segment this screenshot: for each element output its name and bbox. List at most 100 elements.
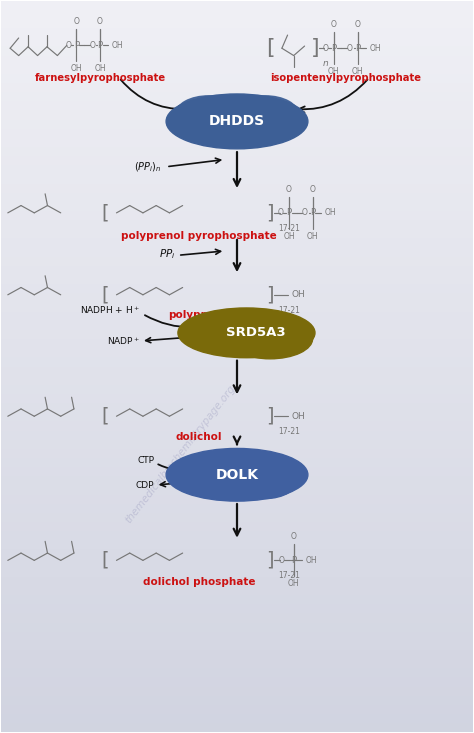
Text: OH: OH bbox=[307, 232, 319, 241]
Bar bbox=[0, 65, 474, 74]
Text: O: O bbox=[291, 532, 297, 542]
Text: DHDDS: DHDDS bbox=[209, 114, 265, 128]
Bar bbox=[0, 202, 474, 211]
Text: [: [ bbox=[101, 203, 109, 222]
Bar bbox=[0, 284, 474, 293]
Bar bbox=[0, 467, 474, 476]
Text: dolichol: dolichol bbox=[176, 432, 222, 442]
Bar bbox=[0, 540, 474, 550]
Text: OH: OH bbox=[324, 208, 336, 218]
Text: OH: OH bbox=[352, 67, 364, 76]
Text: OH: OH bbox=[71, 65, 82, 73]
Bar bbox=[0, 476, 474, 485]
Text: OH: OH bbox=[288, 579, 300, 589]
Ellipse shape bbox=[175, 96, 242, 133]
Text: O: O bbox=[355, 21, 360, 29]
Bar bbox=[0, 567, 474, 577]
Ellipse shape bbox=[178, 308, 315, 358]
Text: [: [ bbox=[266, 38, 274, 58]
Bar bbox=[0, 238, 474, 248]
Bar bbox=[0, 412, 474, 421]
Text: [: [ bbox=[101, 407, 109, 426]
Text: O: O bbox=[347, 44, 353, 53]
Text: P: P bbox=[291, 556, 296, 565]
Text: P: P bbox=[331, 44, 337, 53]
Text: [: [ bbox=[101, 551, 109, 570]
Bar bbox=[0, 220, 474, 229]
Text: P: P bbox=[355, 44, 360, 53]
Bar bbox=[0, 430, 474, 440]
Bar bbox=[0, 714, 474, 723]
Text: O: O bbox=[323, 44, 329, 53]
Ellipse shape bbox=[166, 449, 308, 501]
Bar bbox=[0, 266, 474, 275]
Bar bbox=[0, 458, 474, 467]
Bar bbox=[0, 577, 474, 586]
Bar bbox=[0, 358, 474, 366]
Text: OH: OH bbox=[292, 412, 305, 421]
Text: 17-21: 17-21 bbox=[279, 306, 301, 314]
Text: ]: ] bbox=[266, 407, 274, 426]
Bar bbox=[0, 229, 474, 238]
Text: NADP$^+$: NADP$^+$ bbox=[107, 335, 140, 347]
Text: dolichol phosphate: dolichol phosphate bbox=[143, 578, 255, 587]
Bar bbox=[0, 101, 474, 111]
Text: $PP_i$: $PP_i$ bbox=[159, 248, 175, 262]
Bar bbox=[0, 366, 474, 375]
Bar bbox=[0, 586, 474, 595]
Text: 17-21: 17-21 bbox=[279, 571, 301, 581]
Bar bbox=[0, 668, 474, 677]
Bar bbox=[0, 275, 474, 284]
Text: polyprenol pyrophosphate: polyprenol pyrophosphate bbox=[121, 232, 277, 241]
Text: farnesylpyrophosphate: farnesylpyrophosphate bbox=[35, 73, 165, 83]
Text: OH: OH bbox=[306, 556, 317, 565]
Bar bbox=[0, 211, 474, 220]
Bar bbox=[0, 1, 474, 10]
Bar bbox=[0, 403, 474, 412]
Bar bbox=[0, 559, 474, 567]
Bar bbox=[0, 174, 474, 183]
Bar bbox=[0, 147, 474, 156]
Bar bbox=[0, 449, 474, 458]
Bar bbox=[0, 641, 474, 650]
Text: OH: OH bbox=[283, 232, 295, 241]
Text: P: P bbox=[286, 208, 292, 218]
Bar bbox=[0, 485, 474, 495]
Bar bbox=[0, 513, 474, 522]
Bar bbox=[0, 166, 474, 174]
Bar bbox=[0, 348, 474, 358]
Text: O: O bbox=[97, 18, 103, 26]
Bar bbox=[0, 92, 474, 101]
Bar bbox=[0, 522, 474, 531]
Bar bbox=[0, 394, 474, 403]
Bar bbox=[0, 129, 474, 138]
Text: ]: ] bbox=[266, 285, 274, 304]
Bar bbox=[0, 119, 474, 129]
Text: ]: ] bbox=[266, 203, 274, 222]
Text: ]: ] bbox=[266, 551, 274, 570]
Bar bbox=[0, 504, 474, 513]
Bar bbox=[0, 293, 474, 303]
Text: ]: ] bbox=[310, 38, 319, 58]
Bar bbox=[0, 156, 474, 166]
Bar bbox=[0, 46, 474, 56]
Text: OH: OH bbox=[292, 290, 305, 299]
Text: DOLK: DOLK bbox=[216, 468, 258, 482]
Bar bbox=[0, 614, 474, 622]
Bar bbox=[0, 604, 474, 614]
Bar bbox=[0, 19, 474, 28]
Text: O: O bbox=[65, 41, 71, 50]
Bar bbox=[0, 595, 474, 604]
Bar bbox=[0, 531, 474, 540]
Bar bbox=[0, 138, 474, 147]
Text: n: n bbox=[322, 59, 328, 68]
Bar bbox=[0, 330, 474, 339]
Text: O: O bbox=[302, 208, 308, 218]
Bar bbox=[0, 650, 474, 659]
Bar bbox=[0, 74, 474, 83]
Ellipse shape bbox=[232, 96, 299, 133]
Text: NADPH + H$^+$: NADPH + H$^+$ bbox=[80, 304, 140, 316]
Text: OH: OH bbox=[112, 41, 123, 50]
Text: OH: OH bbox=[328, 67, 340, 76]
Text: 17-21: 17-21 bbox=[279, 224, 301, 233]
